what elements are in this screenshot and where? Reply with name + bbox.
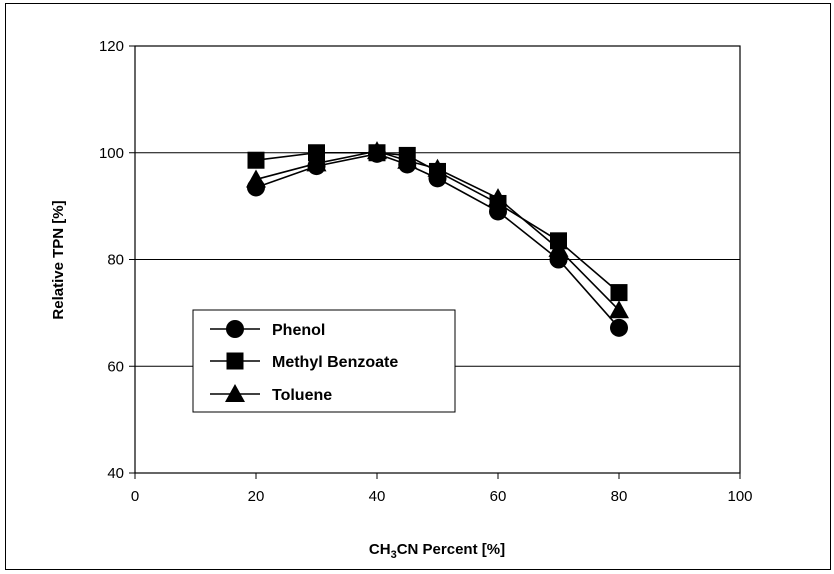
y-tick-label-120: 120: [99, 38, 124, 55]
x-tick-label-80: 80: [611, 488, 628, 505]
data-point-1-6: [550, 232, 567, 250]
data-point-2-7: [609, 300, 629, 319]
y-tick-label-60: 60: [107, 358, 124, 375]
legend-label-1: Methyl Benzoate: [272, 354, 398, 371]
x-tick-label-100: 100: [727, 488, 752, 505]
x-tick-label-20: 20: [248, 488, 265, 505]
data-point-0-0: [247, 178, 265, 197]
y-tick-label-80: 80: [107, 252, 124, 269]
x-axis-title-part-2: CN Percent [%]: [397, 541, 505, 558]
y-axis-title: Relative TPN [%]: [50, 200, 67, 319]
data-point-1-5: [489, 194, 507, 212]
chart-frame: [5, 3, 831, 570]
data-point-1-7: [610, 284, 628, 302]
x-tick-label-60: 60: [490, 488, 507, 505]
series-line-2: [255, 150, 620, 311]
legend-label-0: Phenol: [272, 322, 325, 339]
x-axis-title-subscript: 3: [391, 549, 397, 561]
data-point-0-6: [549, 250, 568, 269]
series-line-1: [255, 151, 620, 294]
y-tick-label-100: 100: [99, 145, 124, 162]
x-axis-title: CH3CN Percent [%]: [369, 541, 505, 561]
x-tick-label-40: 40: [369, 488, 386, 505]
data-point-1-2: [368, 144, 386, 162]
x-axis-title-part-1: CH: [369, 541, 391, 558]
series-line-0: [255, 152, 620, 329]
y-tick-label-40: 40: [107, 465, 124, 482]
legend-marker-2: [225, 384, 245, 402]
series-1: [247, 144, 628, 302]
data-point-1-0: [247, 151, 265, 169]
legend-label-2: Toluene: [272, 387, 332, 404]
data-point-1-4: [429, 162, 446, 180]
legend-marker-0: [226, 320, 244, 338]
data-point-1-3: [398, 146, 416, 164]
data-point-0-7: [610, 318, 628, 337]
legend: Phenol Methyl Benzoate Toluene: [192, 309, 456, 413]
legend-marker-1: [226, 352, 244, 370]
data-point-0-1: [307, 157, 326, 176]
x-tick-label-0: 0: [131, 488, 139, 505]
data-point-1-1: [308, 144, 325, 162]
